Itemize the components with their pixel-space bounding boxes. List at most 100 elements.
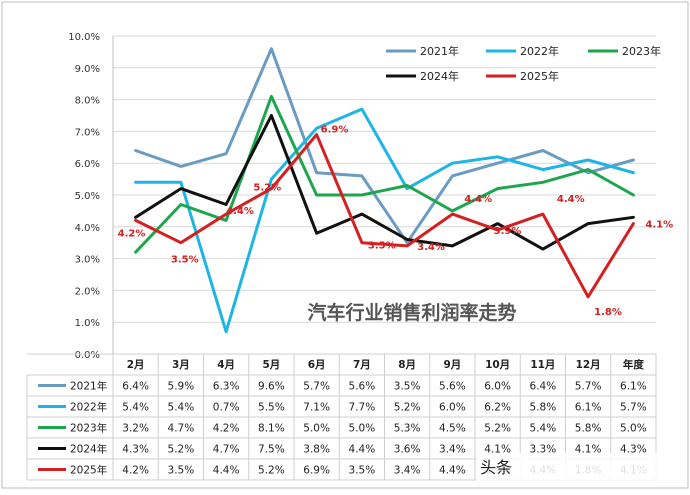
legend-label: 2024年 [420, 69, 459, 83]
data-label: 3.5% [368, 241, 396, 252]
table-cell: 5.7% [575, 381, 602, 393]
data-label: 5.2% [253, 183, 281, 194]
data-label: 4.2% [118, 228, 146, 239]
table-cell: 4.1% [484, 444, 511, 456]
table-cell: 6.1% [620, 381, 647, 393]
y-tick-label: 1.0% [75, 318, 100, 329]
table-cell: 5.4% [530, 423, 557, 435]
series-line-2 [134, 107, 635, 334]
table-cell: 3.5% [394, 381, 421, 393]
table-cell: 4.4% [213, 465, 240, 477]
y-tick-label: 0.0% [75, 350, 100, 361]
table-cell: 7.5% [258, 444, 285, 456]
table-cell: 5.3% [394, 423, 421, 435]
table-cell: 4.2% [213, 423, 240, 435]
data-label: 3.4% [417, 242, 445, 253]
table-cell: 3.5% [168, 465, 195, 477]
table-cell: 3.2% [122, 423, 149, 435]
table-cell: 5.8% [575, 423, 602, 435]
x-category-label: 2月 [127, 359, 145, 371]
data-label: 4.1% [645, 220, 673, 231]
series-line-1 [134, 47, 635, 245]
table-cell: 3.4% [394, 465, 421, 477]
table-series-name: 2024年 [70, 443, 107, 456]
table-cell: 5.6% [349, 381, 376, 393]
series-lines [134, 47, 635, 334]
x-category-label: 9月 [443, 359, 461, 371]
chart-title: 汽车行业销售利润率走势 [307, 301, 516, 324]
data-table: 2月 3月 4月 5月 6月 7月 8月 9月 10月 11月 12月 年度 2021年 6.4% 5.9%… [26, 353, 657, 481]
table-cell: 8.1% [258, 423, 285, 435]
table-cell: 5.2% [484, 423, 511, 435]
table-cell: 3.8% [303, 444, 330, 456]
y-tick-label: 10.0% [68, 32, 100, 43]
table-series-name: 2023年 [70, 422, 107, 435]
table-cell: 5.6% [439, 381, 466, 393]
table-cell: 5.9% [168, 381, 195, 393]
watermark-backdrop [476, 453, 676, 481]
data-label: 4.4% [557, 194, 585, 205]
x-category-label: 3月 [172, 359, 190, 371]
table-cell: 6.0% [484, 381, 511, 393]
table-series-name: 2022年 [70, 401, 107, 414]
x-category-label: 10月 [485, 359, 510, 371]
table-cell: 4.2% [122, 465, 149, 477]
table-cell: 4.4% [349, 444, 376, 456]
table-cell: 4.5% [439, 423, 466, 435]
table-cell: 5.0% [620, 423, 647, 435]
table-cell: 5.4% [122, 402, 149, 414]
table-cell: 5.2% [394, 402, 421, 414]
table-cell: 4.7% [213, 444, 240, 456]
table-cell: 4.4% [439, 465, 466, 477]
table-cell: 6.4% [122, 381, 149, 393]
table-cell: 6.9% [303, 465, 330, 477]
data-label: 1.8% [594, 307, 622, 318]
table-cell: 4.3% [620, 444, 647, 456]
data-labels: 4.2% 3.5% 4.4% 5.2% 6.9% 3.5% 3.4% 4.4% 3.9% 4.4%… [118, 125, 673, 318]
table-series-name: 2021年 [70, 380, 107, 393]
table-cell: 5.2% [168, 444, 195, 456]
legend-label: 2023年 [622, 44, 661, 58]
data-label: 3.9% [494, 226, 522, 237]
table-cell: 3.3% [530, 444, 557, 456]
table-cell: 3.5% [349, 465, 376, 477]
y-tick-label: 6.0% [75, 159, 100, 170]
x-category-label: 6月 [308, 359, 326, 371]
table-cell: 5.0% [349, 423, 376, 435]
table-cell: 7.7% [349, 402, 376, 414]
table-cell: 5.7% [620, 402, 647, 414]
watermark-text: 头条 [480, 458, 512, 477]
y-tick-label: 9.0% [75, 64, 100, 75]
table-cell: 3.6% [394, 444, 421, 456]
table-cell: 4.7% [168, 423, 195, 435]
table-cell: 5.8% [530, 402, 557, 414]
table-cell: 3.4% [439, 444, 466, 456]
y-tick-label: 5.0% [75, 191, 100, 202]
legend-label: 2022年 [520, 44, 559, 58]
table-series-name: 2025年 [70, 464, 107, 477]
y-tick-label: 7.0% [75, 127, 100, 138]
table-cell: 6.1% [575, 402, 602, 414]
x-category-label: 11月 [530, 359, 555, 371]
data-label: 4.4% [464, 194, 492, 205]
y-tick-label: 2.0% [75, 286, 100, 297]
legend: 2021年 2022年 2023年 2024年 2025年 [386, 44, 661, 83]
series-line-4 [134, 114, 635, 251]
table-cell: 5.4% [168, 402, 195, 414]
x-category-label: 5月 [262, 359, 280, 371]
x-category-label: 12月 [576, 359, 601, 371]
table-cell: 6.0% [439, 402, 466, 414]
data-label: 4.4% [226, 206, 254, 217]
data-label: 3.5% [171, 255, 199, 266]
table-cell: 5.5% [258, 402, 285, 414]
x-category-label: 4月 [217, 359, 235, 371]
watermark: 头条 [476, 453, 676, 481]
table-cell: 6.4% [530, 381, 557, 393]
legend-label: 2025年 [520, 69, 559, 83]
table-cell: 9.6% [258, 381, 285, 393]
table-cell: 5.2% [258, 465, 285, 477]
data-label: 6.9% [321, 125, 349, 136]
